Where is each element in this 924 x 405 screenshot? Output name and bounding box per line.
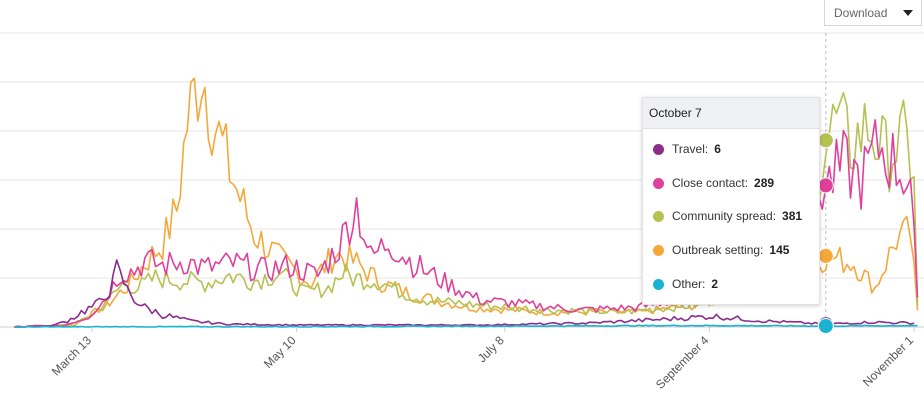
x-axis-tick-labels: March 13 May 10 July 8 September 4 November … xyxy=(49,327,916,392)
x-tick-label: July 8 xyxy=(475,333,507,365)
hover-marker-community-spread xyxy=(817,132,834,149)
tooltip-row-value: 2 xyxy=(711,277,719,291)
tooltip-dot-icon xyxy=(653,278,664,290)
x-tick-label: March 13 xyxy=(49,333,95,379)
tooltip-dot-icon xyxy=(653,210,664,222)
tooltip-row-label: Close contact: xyxy=(672,176,749,190)
series-line-travel xyxy=(14,259,915,328)
hover-marker-close-contact xyxy=(817,177,834,194)
tooltip-row-label: Outbreak setting: xyxy=(672,243,764,257)
download-button[interactable]: Download xyxy=(824,0,922,26)
tooltip-date: October 7 xyxy=(643,98,819,129)
chart-tooltip: October 7 Travel: 6 Close contact: 289 C… xyxy=(642,97,820,305)
series-line-other xyxy=(14,324,918,328)
tooltip-row-value: 289 xyxy=(754,176,775,190)
hover-markers xyxy=(817,132,834,334)
tooltip-row-label: Travel: xyxy=(672,142,709,156)
tooltip-row-label: Other: xyxy=(672,277,706,291)
tooltip-row-travel: Travel: 6 xyxy=(653,142,721,156)
tooltip-row-value: 381 xyxy=(782,209,803,223)
tooltip-dot-icon xyxy=(653,177,664,189)
x-tick-label: May 10 xyxy=(261,333,299,371)
tooltip-dot-icon xyxy=(653,143,664,155)
hover-marker-outbreak-setting xyxy=(817,247,834,264)
tooltip-row-community-spread: Community spread: 381 xyxy=(653,209,802,223)
tooltip-row-other: Other: 2 xyxy=(653,277,718,291)
tooltip-row-close-contact: Close contact: 289 xyxy=(653,176,774,190)
tooltip-row-label: Community spread: xyxy=(672,209,777,223)
tooltip-row-value: 6 xyxy=(714,142,721,156)
tooltip-row-value: 145 xyxy=(769,243,790,257)
download-label: Download xyxy=(834,5,888,20)
tooltip-row-outbreak-setting: Outbreak setting: 145 xyxy=(653,243,789,257)
caret-down-icon xyxy=(903,9,913,16)
x-tick-label: September 4 xyxy=(653,333,712,392)
tooltip-dot-icon xyxy=(653,244,664,256)
x-tick-label: November 1 xyxy=(860,333,916,389)
hover-marker-other xyxy=(817,318,834,334)
